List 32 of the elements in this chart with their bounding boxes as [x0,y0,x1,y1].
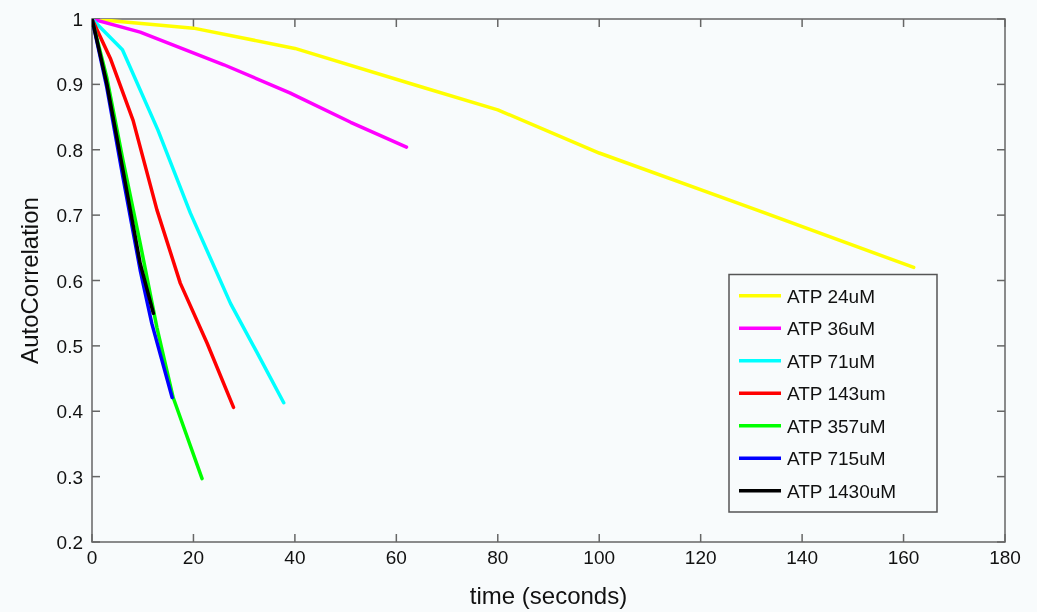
legend-label: ATP 36uM [787,318,876,340]
y-tick-label: 0.3 [56,466,83,488]
x-tick-label: 80 [487,547,509,568]
y-tick-label: 0.6 [56,270,83,292]
y-tick-label: 0.5 [56,335,83,357]
legend-label: ATP 357uM [787,415,886,437]
x-tick-label: 160 [887,547,920,568]
legend-label: ATP 1430uM [787,480,897,502]
x-tick-label: 20 [182,547,205,568]
y-tick-label: 0.9 [56,74,83,96]
x-axis-title: time (seconds) [469,582,628,609]
legend-label: ATP 143um [787,383,886,405]
line-series [92,19,236,410]
legend-label: ATP 24uM [787,285,876,307]
line-series [92,19,286,405]
line-series [92,19,156,315]
y-tick-label: 0.4 [56,401,84,423]
x-tick-label: 140 [786,547,818,568]
y-tick-label: 0.8 [56,139,83,161]
x-tick-label: 0 [86,547,98,568]
y-axis-title: AutoCorrelation [16,197,43,364]
legend-label: ATP 71uM [787,350,876,372]
x-tick-label: 40 [284,547,306,568]
y-tick-label: 0.2 [56,532,83,553]
x-tick-label: 60 [385,547,407,568]
x-tick-label: 180 [989,547,1021,568]
legend-label: ATP 715uM [787,448,886,470]
x-tick-label: 100 [583,547,616,568]
x-tick-label: 120 [684,547,717,568]
y-tick-label: 0.7 [56,205,83,227]
y-tick-label: 1 [72,9,83,30]
line-series [92,19,409,149]
